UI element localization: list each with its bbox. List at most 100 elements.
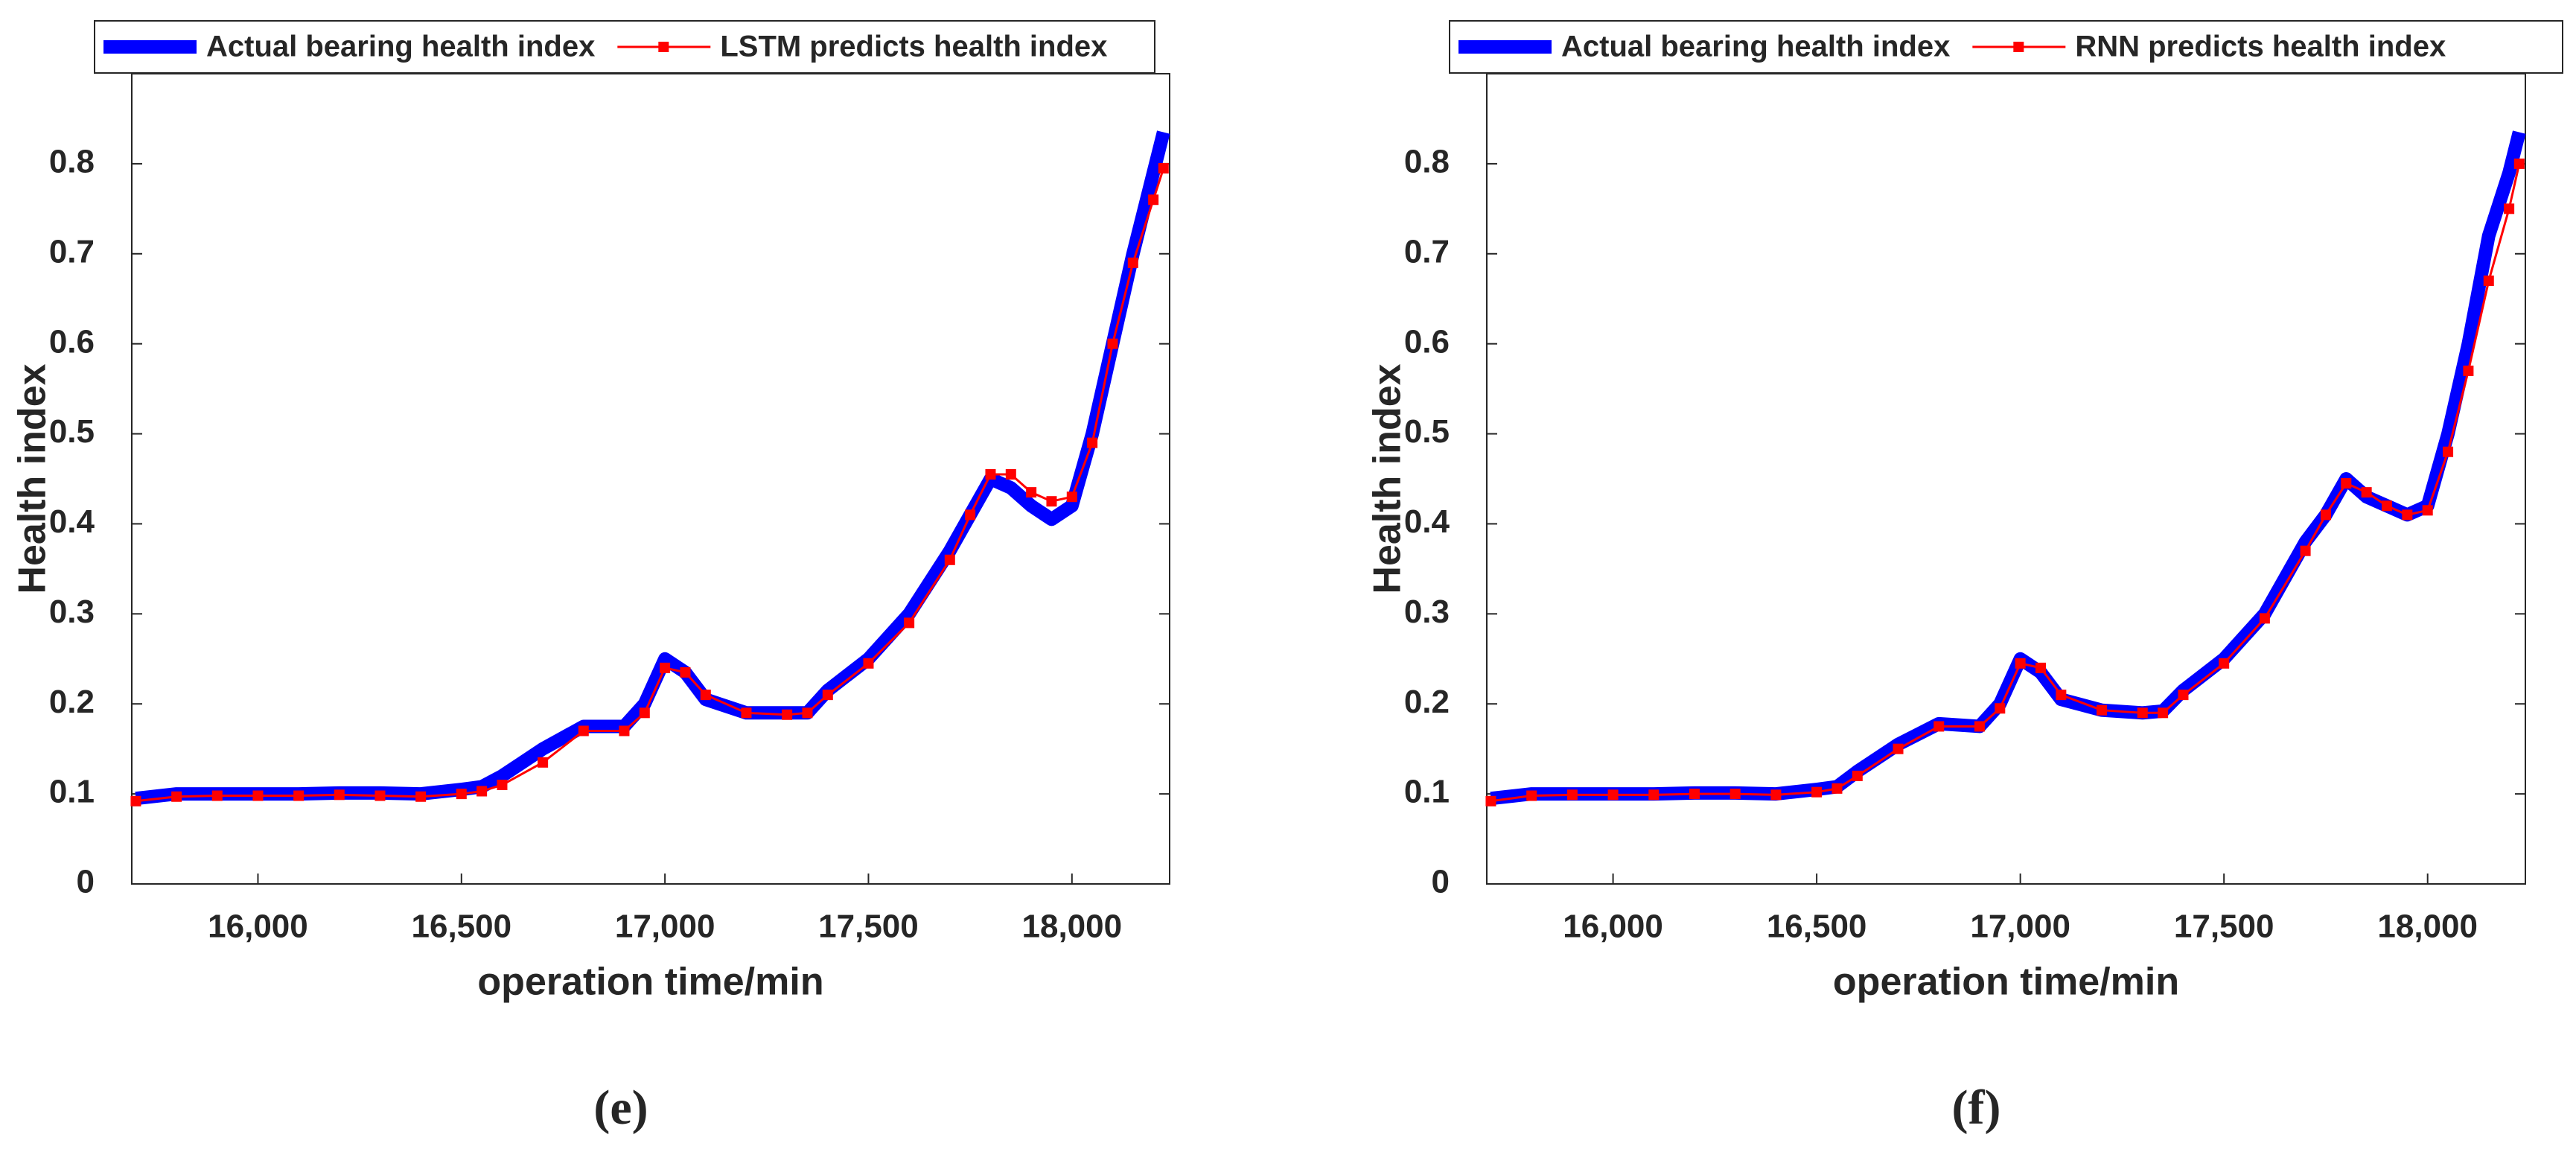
y-tick-label: 0.1 [49, 774, 95, 810]
y-tick-label: 0 [77, 864, 95, 900]
y-tick-label: 0.5 [1404, 413, 1450, 450]
series-line [135, 130, 1170, 806]
marker [1127, 257, 1138, 268]
marker [985, 468, 996, 480]
legend: Actual bearing health index RNN predicts … [1449, 20, 2563, 74]
marker [252, 790, 264, 801]
y-tick-label: 0.7 [1404, 233, 1450, 270]
marker [211, 790, 223, 801]
x-tick-label: 18,000 [1022, 909, 1123, 945]
x-tick-label: 17,500 [2174, 909, 2274, 945]
y-axis-label: Health index [1366, 363, 1409, 594]
marker [2035, 662, 2046, 673]
marker [1046, 496, 1057, 507]
marker [1566, 789, 1578, 801]
x-tick-label: 16,000 [208, 909, 308, 945]
marker [2513, 158, 2525, 169]
marker [2259, 613, 2270, 624]
marker [1811, 786, 1823, 798]
legend-label: LSTM predicts health index [720, 31, 1107, 63]
y-tick-label: 0.8 [1404, 144, 1450, 180]
marker [639, 707, 650, 719]
marker [700, 690, 711, 701]
marker [1689, 789, 1700, 800]
marker [2463, 365, 2474, 376]
legend-marker [2013, 42, 2024, 52]
legend: Actual bearing health index LSTM predicts… [94, 20, 1155, 74]
y-axis-label: Health index [11, 363, 54, 594]
marker [1770, 789, 1782, 801]
y-tick-label: 0.2 [1404, 684, 1450, 720]
marker [2097, 704, 2108, 716]
marker [619, 725, 630, 736]
marker [497, 780, 508, 791]
marker [2158, 707, 2169, 719]
marker [2219, 658, 2230, 669]
marker [2341, 478, 2352, 489]
y-tick-label: 0.8 [49, 144, 95, 180]
y-tick-label: 0.3 [1404, 594, 1450, 630]
marker [822, 690, 833, 701]
y-tick-label: 0.4 [1404, 503, 1450, 540]
legend-label: RNN predicts health index [2075, 31, 2446, 63]
marker [2504, 203, 2515, 214]
x-axis-label: operation time/min [1833, 961, 2179, 1004]
marker [1107, 338, 1118, 349]
marker [904, 617, 915, 629]
marker [415, 791, 427, 802]
y-tick-label: 0 [1432, 864, 1450, 900]
marker [2422, 505, 2433, 516]
y-tick-label: 0.3 [49, 594, 95, 630]
marker [1974, 721, 1985, 732]
marker [1933, 721, 1945, 732]
x-axis-label: operation time/min [477, 961, 823, 1004]
marker [2137, 707, 2148, 719]
marker [1005, 468, 1016, 480]
marker [2382, 500, 2392, 512]
marker [2483, 276, 2494, 287]
marker [2300, 545, 2311, 556]
marker [1066, 491, 1077, 503]
marker [476, 786, 488, 797]
subplot-label: (f) [1952, 1081, 2001, 1135]
marker [1087, 437, 1098, 448]
marker [374, 790, 386, 801]
marker [1485, 795, 1496, 806]
marker [1526, 790, 1537, 801]
x-tick-label: 18,000 [2377, 909, 2478, 945]
x-tick-label: 16,000 [1563, 909, 1663, 945]
x-tick-label: 17,000 [615, 909, 715, 945]
marker [1148, 194, 1159, 206]
x-tick-label: 16,500 [1767, 909, 1867, 945]
marker [2361, 487, 2372, 498]
x-tick-label: 17,500 [818, 909, 919, 945]
legend-box [1449, 20, 2563, 74]
marker [2056, 690, 2067, 701]
subplot-label: (e) [593, 1081, 648, 1135]
marker [1852, 770, 1863, 781]
marker [2320, 509, 2331, 521]
marker [2443, 446, 2454, 457]
marker [1648, 789, 1660, 801]
marker [130, 795, 141, 806]
y-tick-label: 0.7 [49, 233, 95, 270]
legend-marker [658, 42, 669, 52]
marker [1158, 162, 1169, 174]
marker [578, 725, 589, 736]
marker [863, 658, 874, 669]
legend-label: Actual bearing health index [1561, 31, 1950, 63]
marker [538, 757, 549, 768]
marker [171, 791, 182, 802]
marker [2015, 658, 2026, 669]
marker [456, 789, 467, 800]
plot-area [1486, 73, 2526, 885]
marker [1607, 789, 1619, 801]
marker [660, 662, 671, 673]
marker [1893, 743, 1904, 754]
marker [802, 707, 813, 719]
y-tick-label: 0.2 [49, 684, 95, 720]
marker [2402, 509, 2413, 521]
marker [1026, 487, 1037, 498]
y-tick-label: 0.4 [49, 503, 95, 540]
legend-label: Actual bearing health index [206, 31, 595, 63]
